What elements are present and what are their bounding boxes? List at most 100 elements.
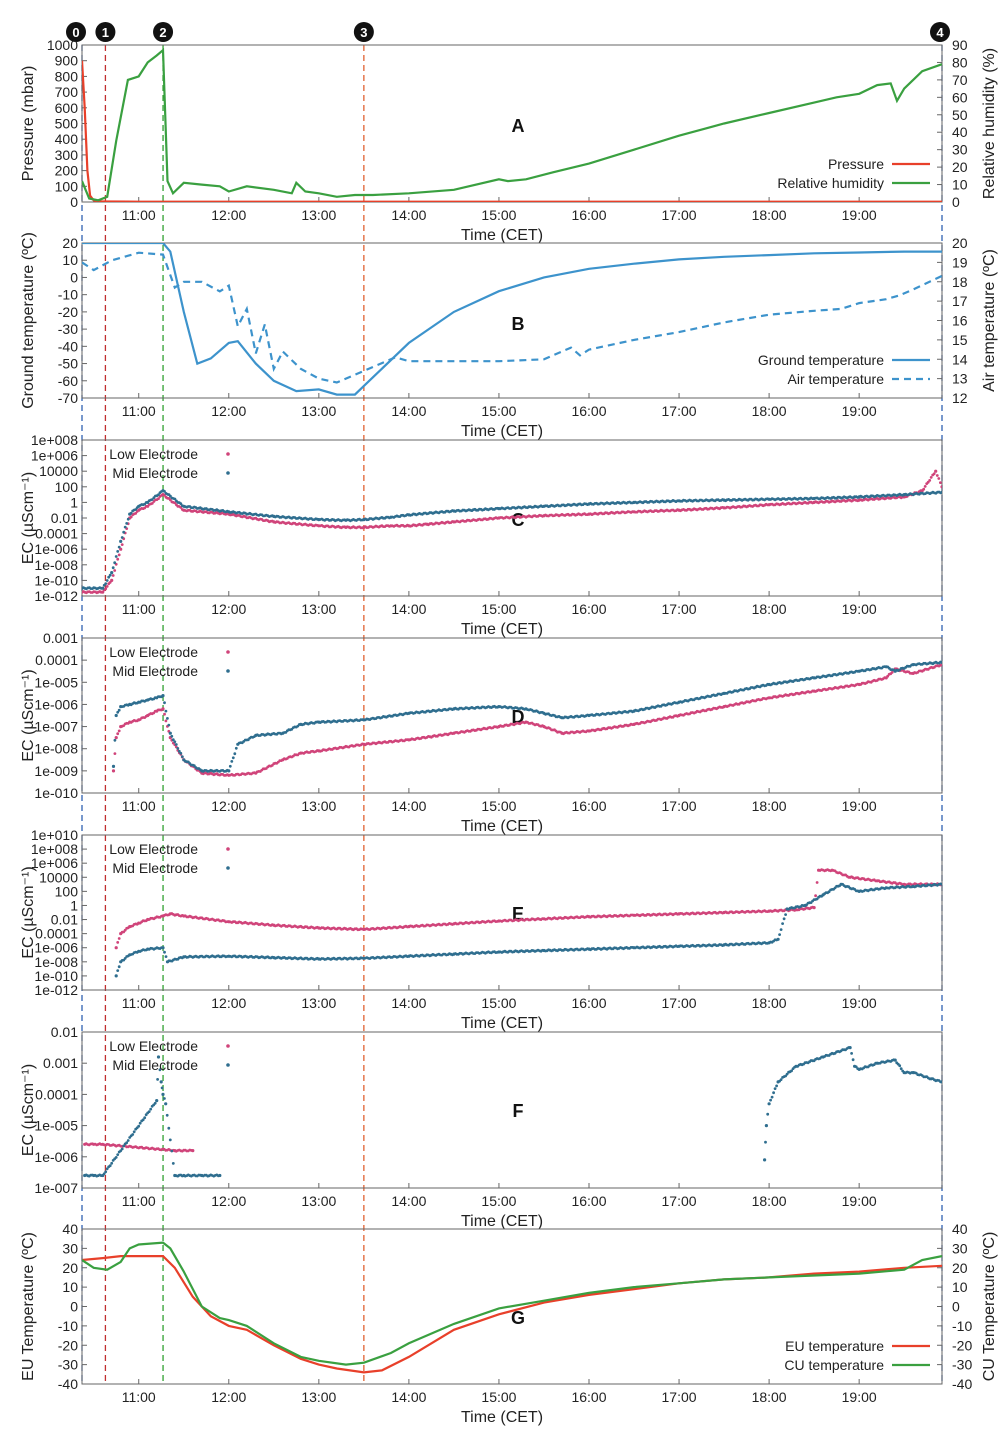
y-tick-label: 1e+006 bbox=[31, 448, 78, 464]
data-point bbox=[123, 525, 127, 529]
y-tick-label: 500 bbox=[55, 116, 79, 132]
data-point bbox=[773, 1087, 777, 1090]
y2-tick-label: 60 bbox=[952, 89, 968, 105]
y2-tick-label: 13 bbox=[952, 371, 968, 387]
data-point bbox=[120, 1147, 124, 1151]
y-tick-label: 300 bbox=[55, 147, 79, 163]
data-point bbox=[779, 1078, 783, 1081]
x-tick-label: 15:00 bbox=[481, 403, 516, 419]
data-point bbox=[117, 937, 121, 940]
data-point bbox=[114, 713, 118, 718]
x-tick-label: 17:00 bbox=[662, 798, 697, 814]
y-tick-label: 0.0001 bbox=[35, 652, 78, 668]
y-tick-label: 100 bbox=[55, 178, 79, 194]
legend: Low Electrode Mid Electrode bbox=[109, 1038, 230, 1073]
data-point bbox=[899, 1067, 903, 1071]
x-tick-label: 18:00 bbox=[752, 403, 787, 419]
legend-label: Mid Electrode bbox=[112, 465, 198, 481]
event-marker-label-4: 4 bbox=[936, 25, 944, 40]
x-tick-label: 19:00 bbox=[842, 601, 877, 617]
x-tick-label: 11:00 bbox=[122, 403, 156, 419]
y2-tick-label: 14 bbox=[952, 351, 968, 367]
y-tick-label: 10000 bbox=[39, 869, 78, 885]
data-point bbox=[764, 1140, 767, 1144]
data-point bbox=[180, 755, 184, 758]
legend-swatch bbox=[226, 1044, 230, 1048]
panel-letter-B: B bbox=[512, 314, 525, 334]
data-point bbox=[815, 881, 819, 884]
series-mid-electrode bbox=[82, 489, 942, 591]
data-point bbox=[157, 497, 160, 500]
data-point bbox=[132, 1130, 136, 1134]
data-point bbox=[166, 717, 169, 720]
y-tick-label: 0.0001 bbox=[35, 926, 78, 942]
x-tick-label: 11:00 bbox=[122, 798, 156, 814]
y-tick-label: 30 bbox=[62, 1240, 78, 1256]
y-tick-label: 1e-005 bbox=[34, 674, 78, 690]
data-point bbox=[940, 882, 942, 886]
legend: Low Electrode Mid Electrode bbox=[109, 446, 230, 481]
x-tick-label: 15:00 bbox=[481, 1193, 516, 1209]
data-point bbox=[122, 1144, 126, 1148]
data-point bbox=[163, 950, 166, 954]
legend-swatch bbox=[226, 1063, 230, 1067]
y-tick-label: 1e-010 bbox=[34, 968, 78, 984]
x-tick-label: 19:00 bbox=[842, 207, 877, 223]
x-axis-label: Time (CET) bbox=[461, 423, 543, 440]
data-point bbox=[848, 1046, 852, 1050]
data-point bbox=[191, 1149, 195, 1153]
legend-swatch bbox=[226, 650, 230, 654]
y-tick-label: 800 bbox=[55, 68, 79, 84]
x-axis-label: Time (CET) bbox=[461, 621, 543, 638]
data-point bbox=[105, 579, 109, 582]
x-tick-label: 17:00 bbox=[662, 1193, 697, 1209]
series-low-electrode bbox=[111, 663, 942, 777]
x-tick-label: 11:00 bbox=[122, 995, 156, 1011]
legend-label: Mid Electrode bbox=[112, 663, 198, 679]
y2-tick-label: 20 bbox=[952, 1260, 968, 1276]
data-point bbox=[940, 485, 942, 489]
x-tick-label: 16:00 bbox=[571, 207, 606, 223]
data-point bbox=[116, 1153, 120, 1156]
x-tick-label: 18:00 bbox=[752, 1389, 787, 1405]
x-tick-label: 13:00 bbox=[301, 1193, 336, 1209]
data-point bbox=[179, 502, 183, 505]
x-tick-label: 13:00 bbox=[301, 798, 336, 814]
y2-tick-label: 19 bbox=[952, 254, 968, 270]
data-point bbox=[922, 487, 926, 491]
y-tick-label: 1e+010 bbox=[31, 827, 78, 843]
data-point bbox=[114, 555, 118, 558]
x-tick-label: 17:00 bbox=[662, 403, 697, 419]
y-tick-label: 0.0001 bbox=[35, 526, 78, 542]
x-tick-label: 18:00 bbox=[752, 995, 787, 1011]
x-tick-label: 14:00 bbox=[391, 1193, 426, 1209]
data-point bbox=[110, 571, 114, 575]
data-point bbox=[110, 578, 114, 583]
data-point bbox=[164, 955, 168, 958]
x-tick-label: 18:00 bbox=[752, 601, 787, 617]
series-low-electrode bbox=[82, 469, 942, 595]
data-point bbox=[228, 764, 232, 768]
data-point bbox=[935, 474, 939, 477]
data-point bbox=[218, 1173, 222, 1178]
data-point bbox=[781, 922, 784, 925]
data-point bbox=[108, 1164, 112, 1168]
y-tick-label: 10000 bbox=[39, 463, 78, 479]
x-tick-label: 17:00 bbox=[662, 207, 697, 223]
data-point bbox=[766, 1112, 770, 1116]
data-point bbox=[940, 660, 942, 664]
y2-axis-label: CU Temperature (ºC) bbox=[981, 1232, 998, 1382]
x-tick-label: 14:00 bbox=[391, 403, 426, 419]
data-point bbox=[149, 1107, 153, 1111]
series-line-relative-humidity bbox=[82, 47, 942, 202]
data-point bbox=[150, 502, 154, 505]
y-tick-label: 100 bbox=[55, 883, 79, 899]
y2-tick-label: 80 bbox=[952, 54, 968, 70]
event-marker-label-3: 3 bbox=[360, 25, 367, 40]
data-point bbox=[168, 731, 172, 735]
data-point bbox=[143, 1116, 147, 1120]
data-point bbox=[117, 553, 121, 557]
legend-label: Low Electrode bbox=[109, 644, 198, 660]
x-tick-label: 17:00 bbox=[662, 1389, 697, 1405]
x-tick-label: 16:00 bbox=[571, 403, 606, 419]
